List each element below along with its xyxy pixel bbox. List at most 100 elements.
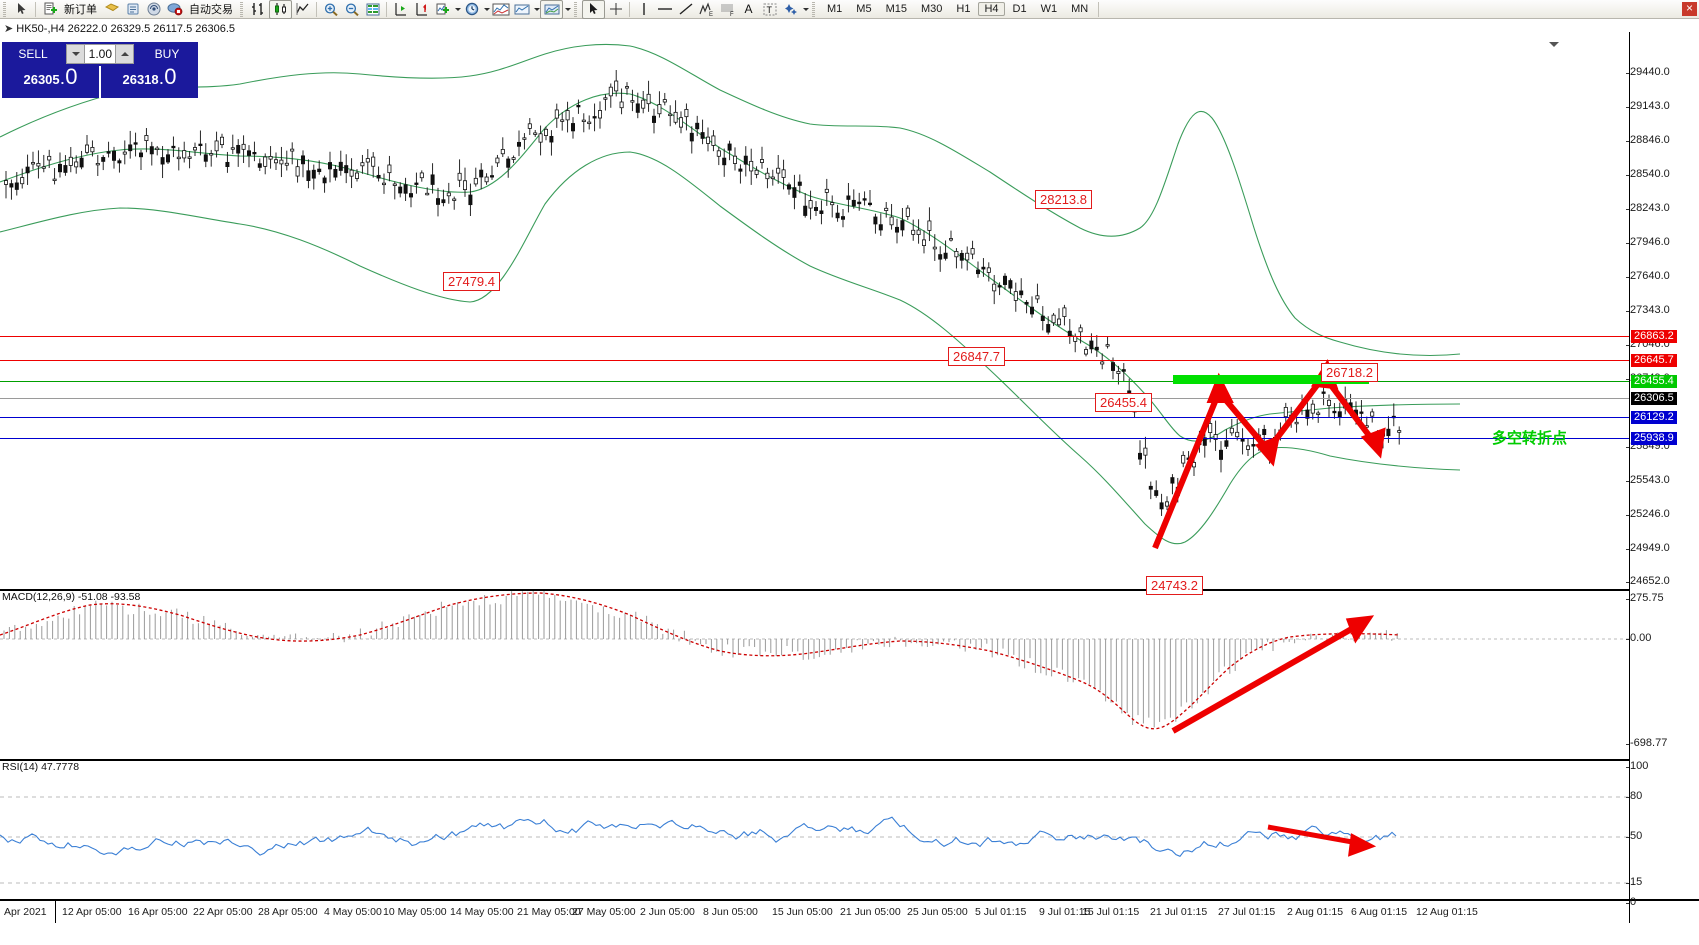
candlestick-chart-icon[interactable]	[269, 0, 292, 19]
timeframe-m15[interactable]: M15	[885, 3, 907, 15]
chart-plot-area[interactable]: 28213.8 27479.4 26847.7 26718.2 26455.4 …	[0, 32, 1629, 899]
timeframe-m5[interactable]: M5	[856, 3, 872, 15]
data-window-icon[interactable]	[122, 1, 143, 18]
annotation-26847[interactable]: 26847.7	[948, 347, 1005, 366]
templates-3-icon[interactable]	[540, 0, 563, 19]
zoom-out-icon[interactable]	[341, 1, 362, 18]
bar-chart-icon[interactable]	[248, 1, 269, 18]
sell-price[interactable]: 26305 . 0	[2, 66, 101, 98]
signals-icon[interactable]	[143, 1, 164, 18]
time-axis[interactable]: Apr 2021 12 Apr 05:00 16 Apr 05:00 22 Ap…	[0, 899, 1699, 925]
price-badge-26129[interactable]: 26129.2	[1631, 411, 1677, 424]
one-click-trading-panel[interactable]: SELL 1.00 BUY 26305 . 0 26318 . 0	[2, 42, 198, 98]
chart-collapse-icon[interactable]: ➤	[4, 23, 14, 35]
close-window-button[interactable]	[1682, 2, 1697, 16]
price-badge-26455[interactable]: 26455.4	[1631, 375, 1677, 388]
timeframe-h1[interactable]: H1	[956, 3, 971, 15]
toolbar-grip-3[interactable]	[573, 1, 580, 17]
toolbar-separator	[35, 1, 36, 17]
volume-input[interactable]: 1.00	[85, 44, 115, 64]
price-axis[interactable]: 29440.0 29143.0 28846.0 28540.0 28243.0 …	[1625, 32, 1699, 908]
rsi-pane	[0, 759, 1629, 899]
time-label: 2 Aug 01:15	[1287, 906, 1344, 918]
green-highlight-band[interactable]	[1173, 375, 1369, 384]
shapes-icon[interactable]	[780, 1, 801, 18]
sell-button[interactable]: SELL	[2, 42, 64, 66]
sell-price-frac: 0	[65, 64, 78, 89]
indicators-dropdown-caret[interactable]	[455, 7, 461, 11]
price-chart-svg	[0, 43, 1461, 545]
period-dropdown-caret[interactable]	[484, 7, 490, 11]
restore-chart-caret-icon[interactable]	[1549, 42, 1559, 47]
vertical-line-icon[interactable]	[633, 1, 654, 18]
line-chart-icon[interactable]	[292, 1, 313, 18]
templates-icon[interactable]	[490, 1, 511, 18]
time-label: 21 Jun 05:00	[840, 906, 901, 918]
zoom-in-icon[interactable]	[320, 1, 341, 18]
toolbar-grip[interactable]	[2, 1, 9, 17]
price-badge-26863[interactable]: 26863.2	[1631, 330, 1677, 343]
period-clock-icon[interactable]	[461, 1, 482, 18]
volume-stepper[interactable]: 1.00	[64, 42, 136, 66]
toolbar-grip-2[interactable]	[239, 1, 246, 17]
new-order-icon[interactable]	[39, 1, 60, 18]
blue-line-25938[interactable]	[0, 438, 1629, 439]
volume-decrease-button[interactable]	[66, 44, 85, 64]
annotation-26718[interactable]: 26718.2	[1321, 363, 1378, 382]
macd-label: MACD(12,26,9) -51.08 -93.58	[2, 591, 141, 603]
price-badge-25938[interactable]: 25938.9	[1631, 432, 1677, 445]
templates-2-icon[interactable]	[511, 1, 532, 18]
annotation-turning-point[interactable]: 多空转折点	[1492, 429, 1568, 447]
support-line-26455[interactable]	[0, 381, 1629, 382]
fibonacci-icon[interactable]: F	[717, 1, 738, 18]
elliott-wave-icon[interactable]: E	[696, 1, 717, 18]
autotrade-icon[interactable]	[164, 1, 185, 18]
price-tick: 27640.0	[1626, 270, 1670, 282]
horizontal-line-icon[interactable]	[654, 1, 675, 18]
time-label: 15 Jul 01:15	[1082, 906, 1140, 918]
annotation-24743[interactable]: 24743.2	[1146, 576, 1203, 595]
save-template-icon[interactable]	[101, 1, 122, 18]
annotation-26455[interactable]: 26455.4	[1095, 393, 1152, 412]
chart-shift-icon[interactable]	[411, 1, 432, 18]
resistance-line-26645[interactable]	[0, 360, 1629, 361]
crosshair-icon[interactable]	[605, 1, 626, 18]
buy-price[interactable]: 26318 . 0	[101, 66, 198, 98]
macd-chart-svg	[0, 591, 1629, 734]
blue-line-26129[interactable]	[0, 417, 1629, 418]
timeframe-mn[interactable]: MN	[1071, 3, 1089, 15]
time-label: 6 Aug 01:15	[1351, 906, 1408, 918]
cursor-arrow-icon[interactable]	[582, 0, 605, 19]
timeframe-m1[interactable]: M1	[827, 3, 843, 15]
autotrade-label[interactable]: 自动交易	[189, 4, 233, 16]
toolbar-separator-4	[629, 1, 630, 17]
new-order-label[interactable]: 新订单	[64, 4, 97, 16]
shapes-dropdown-caret[interactable]	[803, 7, 809, 11]
volume-increase-button[interactable]	[115, 44, 134, 64]
annotation-28213[interactable]: 28213.8	[1035, 190, 1092, 209]
timeframe-w1[interactable]: W1	[1040, 3, 1058, 15]
time-label: 27 Jul 01:15	[1218, 906, 1276, 918]
resistance-line-26863[interactable]	[0, 336, 1629, 337]
annotation-27479[interactable]: 27479.4	[443, 272, 500, 291]
auto-scroll-icon[interactable]	[390, 1, 411, 18]
text-icon[interactable]: A	[744, 2, 753, 16]
templates-3-dropdown-caret[interactable]	[565, 7, 571, 11]
indicators-icon[interactable]	[432, 1, 453, 18]
data-grid-icon[interactable]	[362, 1, 383, 18]
timeframe-d1[interactable]: D1	[1012, 3, 1027, 15]
price-trend-arrows[interactable]	[0, 32, 1629, 577]
text-label-icon[interactable]: T	[759, 1, 780, 18]
trendline-icon[interactable]	[675, 1, 696, 18]
price-badge-26645[interactable]: 26645.7	[1631, 354, 1677, 367]
price-tick: 25246.0	[1626, 508, 1670, 520]
cursor-tool-icon[interactable]	[11, 1, 32, 18]
buy-button[interactable]: BUY	[136, 42, 198, 66]
price-tick: 24652.0	[1626, 575, 1670, 587]
macd-pane	[0, 589, 1629, 761]
toolbar-grip-4[interactable]	[811, 1, 818, 17]
timeframe-h4[interactable]: H4	[978, 2, 1005, 16]
timeframe-m30[interactable]: M30	[920, 3, 943, 15]
templates-dropdown-caret[interactable]	[534, 7, 540, 11]
buy-price-int: 26318	[122, 72, 159, 87]
